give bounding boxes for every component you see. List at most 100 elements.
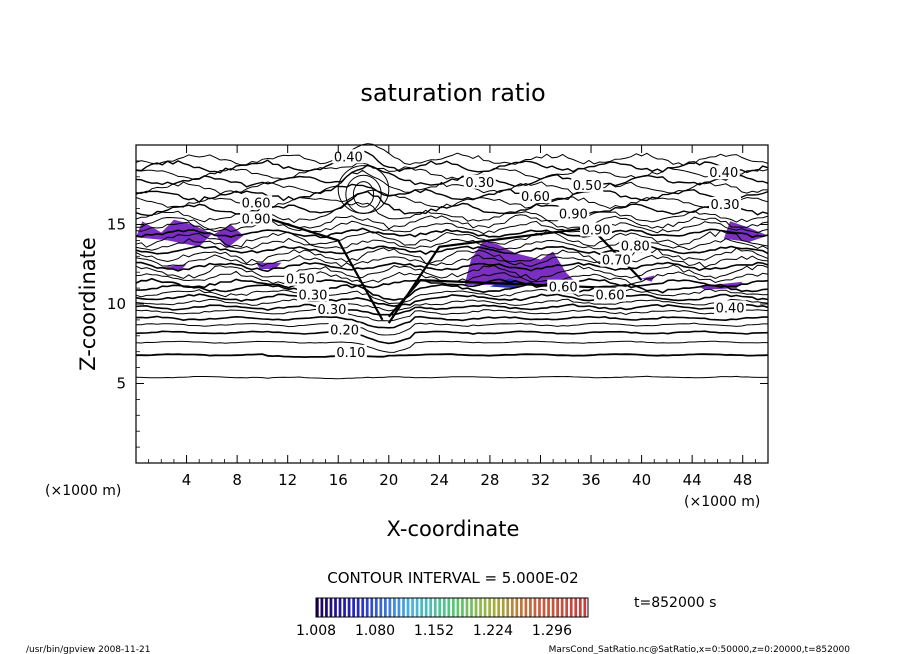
contour-line bbox=[135, 229, 769, 248]
contour-label: 0.90 bbox=[559, 208, 588, 223]
contour-line bbox=[135, 183, 769, 204]
contour-label: 0.20 bbox=[330, 324, 359, 339]
contour-lines bbox=[135, 143, 769, 380]
contour-label-bg bbox=[332, 149, 365, 164]
colorbar-frame bbox=[315, 597, 589, 618]
contour-line bbox=[135, 277, 769, 289]
contour-label: 0.90 bbox=[242, 212, 271, 227]
contour-line bbox=[135, 237, 769, 251]
footer-right: MarsCond_SatRatio.nc@SatRatio,x=0:50000,… bbox=[549, 645, 851, 654]
contour-label-bg bbox=[594, 287, 626, 302]
colorbar-segment bbox=[569, 598, 573, 617]
colorbar-segment bbox=[474, 598, 478, 617]
footer-left: /usr/bin/gpview 2008-11-21 bbox=[26, 645, 150, 654]
colorbar-segment bbox=[429, 598, 433, 617]
contour-label-bg bbox=[714, 300, 747, 315]
contour-label: 0.40 bbox=[716, 301, 745, 316]
colorbar-segment bbox=[411, 598, 414, 617]
colorbar-segment bbox=[379, 598, 383, 617]
contour-label-bg bbox=[284, 271, 317, 286]
contour-label-bg bbox=[571, 177, 604, 192]
x-tick-label: 40 bbox=[632, 471, 651, 489]
colorbar-segment bbox=[510, 598, 514, 617]
contour-label: 0.60 bbox=[242, 196, 271, 211]
contour-label: 0.30 bbox=[317, 303, 346, 318]
contour-line bbox=[135, 288, 769, 305]
colorbar-tick-label: 1.152 bbox=[414, 623, 454, 639]
colorbar-segment bbox=[365, 598, 369, 617]
colorbar-segment bbox=[356, 598, 360, 617]
contour-line bbox=[135, 247, 769, 265]
contour-line bbox=[136, 261, 769, 273]
contour-line bbox=[136, 353, 769, 359]
shaded-regions bbox=[136, 219, 768, 290]
colorbar-segment bbox=[501, 598, 505, 617]
contour-line bbox=[135, 322, 768, 336]
contour-line bbox=[135, 315, 768, 329]
contour-line bbox=[136, 283, 769, 301]
colorbar-segment bbox=[388, 598, 392, 617]
colorbar-segment bbox=[551, 598, 555, 617]
colorbar-segment bbox=[393, 598, 396, 617]
y-axis-label: Z-coordinate bbox=[76, 237, 100, 371]
x-axis-ticks: 4 8 12 16 20 24 28 32 36 40 44 48 bbox=[148, 145, 756, 489]
contour-label: 0.60 bbox=[521, 190, 550, 205]
colorbar-segment bbox=[352, 598, 355, 617]
contour-label-bg bbox=[315, 301, 348, 316]
contour-label-bg bbox=[600, 252, 633, 267]
plot-area: 0.400.300.400.600.500.600.90 0.900.900.80… bbox=[107, 143, 769, 489]
x-tick-label: 24 bbox=[430, 471, 449, 489]
colorbar-segment bbox=[397, 598, 401, 617]
shaded-region bbox=[723, 221, 768, 242]
contour-label-bg bbox=[709, 197, 742, 212]
colorbar-tick-label: 1.224 bbox=[473, 623, 513, 639]
x-tick-label: 36 bbox=[581, 471, 600, 489]
colorbar-segment bbox=[320, 598, 324, 617]
contour-label: 0.30 bbox=[298, 289, 327, 304]
contour-line bbox=[262, 215, 384, 321]
contour-label: 0.80 bbox=[621, 239, 650, 254]
contour-line bbox=[135, 244, 769, 256]
colorbar-segment bbox=[406, 598, 410, 617]
colorbar bbox=[315, 597, 589, 618]
contour-line bbox=[135, 303, 769, 316]
colorbar-segment bbox=[461, 598, 464, 617]
contour-label-bg bbox=[240, 195, 273, 210]
colorbar-segment bbox=[347, 598, 351, 617]
colorbar-tick-label: 1.296 bbox=[532, 623, 572, 639]
contour-label: 0.60 bbox=[549, 281, 578, 296]
colorbar-segment bbox=[538, 598, 541, 617]
colorbar-segment bbox=[316, 598, 319, 617]
contour-line bbox=[135, 264, 769, 282]
y-tick-label: 5 bbox=[116, 375, 126, 393]
x-tick-label: 8 bbox=[232, 471, 242, 489]
contour-label-bg bbox=[619, 238, 652, 253]
contour-label-bg bbox=[328, 322, 361, 337]
colorbar-segment bbox=[542, 598, 546, 617]
colorbar-segment bbox=[515, 598, 519, 617]
contour-line bbox=[135, 298, 769, 312]
colorbar-segment bbox=[524, 598, 528, 617]
x-tick-label: 20 bbox=[379, 471, 398, 489]
contour-label-bg bbox=[557, 206, 590, 221]
colorbar-segment bbox=[361, 598, 365, 617]
colorbar-segment bbox=[465, 598, 469, 617]
colorbar-segment bbox=[565, 598, 569, 617]
colorbar-segment bbox=[479, 598, 482, 617]
contour-label-bg bbox=[334, 344, 367, 359]
contour-label: 0.70 bbox=[602, 254, 631, 269]
shaded-region bbox=[161, 264, 187, 271]
colorbar-segment bbox=[343, 598, 346, 617]
time-label: t=852000 s bbox=[634, 595, 716, 611]
contour-label-bg bbox=[463, 174, 496, 189]
y-tick-label: 15 bbox=[107, 216, 126, 234]
contour-line bbox=[135, 227, 769, 239]
colorbar-segment bbox=[325, 598, 328, 617]
colorbar-segment bbox=[520, 598, 523, 617]
contour-label-bg bbox=[580, 222, 613, 237]
colorbar-segment bbox=[578, 598, 582, 617]
colorbar-tick-label: 1.080 bbox=[355, 623, 395, 639]
colorbar-segment bbox=[529, 598, 532, 617]
x-tick-label: 16 bbox=[329, 471, 348, 489]
